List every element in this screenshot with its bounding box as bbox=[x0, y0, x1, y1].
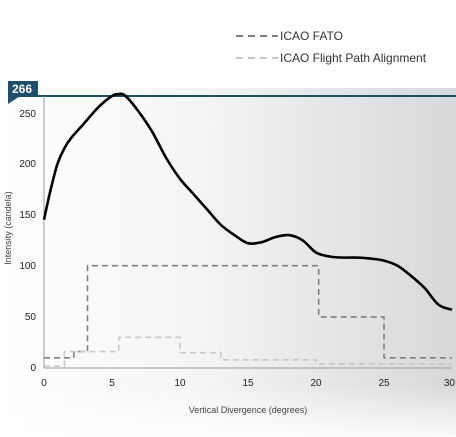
x-tick-label: 0 bbox=[41, 378, 47, 389]
x-axis-title: Vertical Divergence (degrees) bbox=[189, 405, 308, 415]
series-line-icao-fato bbox=[44, 264, 452, 359]
series-line-measured-intensity bbox=[42, 92, 453, 311]
y-tick-label: 0 bbox=[30, 363, 36, 374]
y-tick-labels: 0 50 100 150 200 250 bbox=[19, 109, 36, 374]
legend-label-fato: ICAO FATO bbox=[280, 29, 343, 43]
legend: ICAO FATO ICAO Flight Path Alignment bbox=[236, 29, 427, 65]
legend-label-flight-path: ICAO Flight Path Alignment bbox=[280, 51, 427, 65]
chart-background-fade bbox=[0, 88, 456, 437]
y-tick-label: 200 bbox=[19, 159, 36, 170]
y-tick-label: 100 bbox=[19, 261, 36, 272]
y-tick-label: 150 bbox=[19, 210, 36, 221]
y-tick-label: 50 bbox=[25, 312, 37, 323]
series-line-icao-flight-path-alignment bbox=[44, 336, 452, 367]
series-layer bbox=[42, 92, 453, 367]
x-tick-label: 25 bbox=[378, 378, 390, 389]
x-tick-label: 20 bbox=[310, 378, 322, 389]
x-tick-labels: 0 5 10 15 20 25 30 bbox=[41, 378, 455, 389]
max-value-label: 266 bbox=[12, 82, 32, 96]
max-value-badge bbox=[8, 81, 38, 96]
y-tick-label: 250 bbox=[19, 109, 36, 120]
max-value-badge-tail bbox=[8, 96, 20, 104]
x-tick-label: 15 bbox=[242, 378, 254, 389]
y-axis-title: Intensity (candela) bbox=[3, 191, 13, 265]
x-tick-label: 30 bbox=[444, 378, 456, 389]
x-tick-label: 10 bbox=[174, 378, 186, 389]
x-tick-label: 5 bbox=[109, 378, 115, 389]
